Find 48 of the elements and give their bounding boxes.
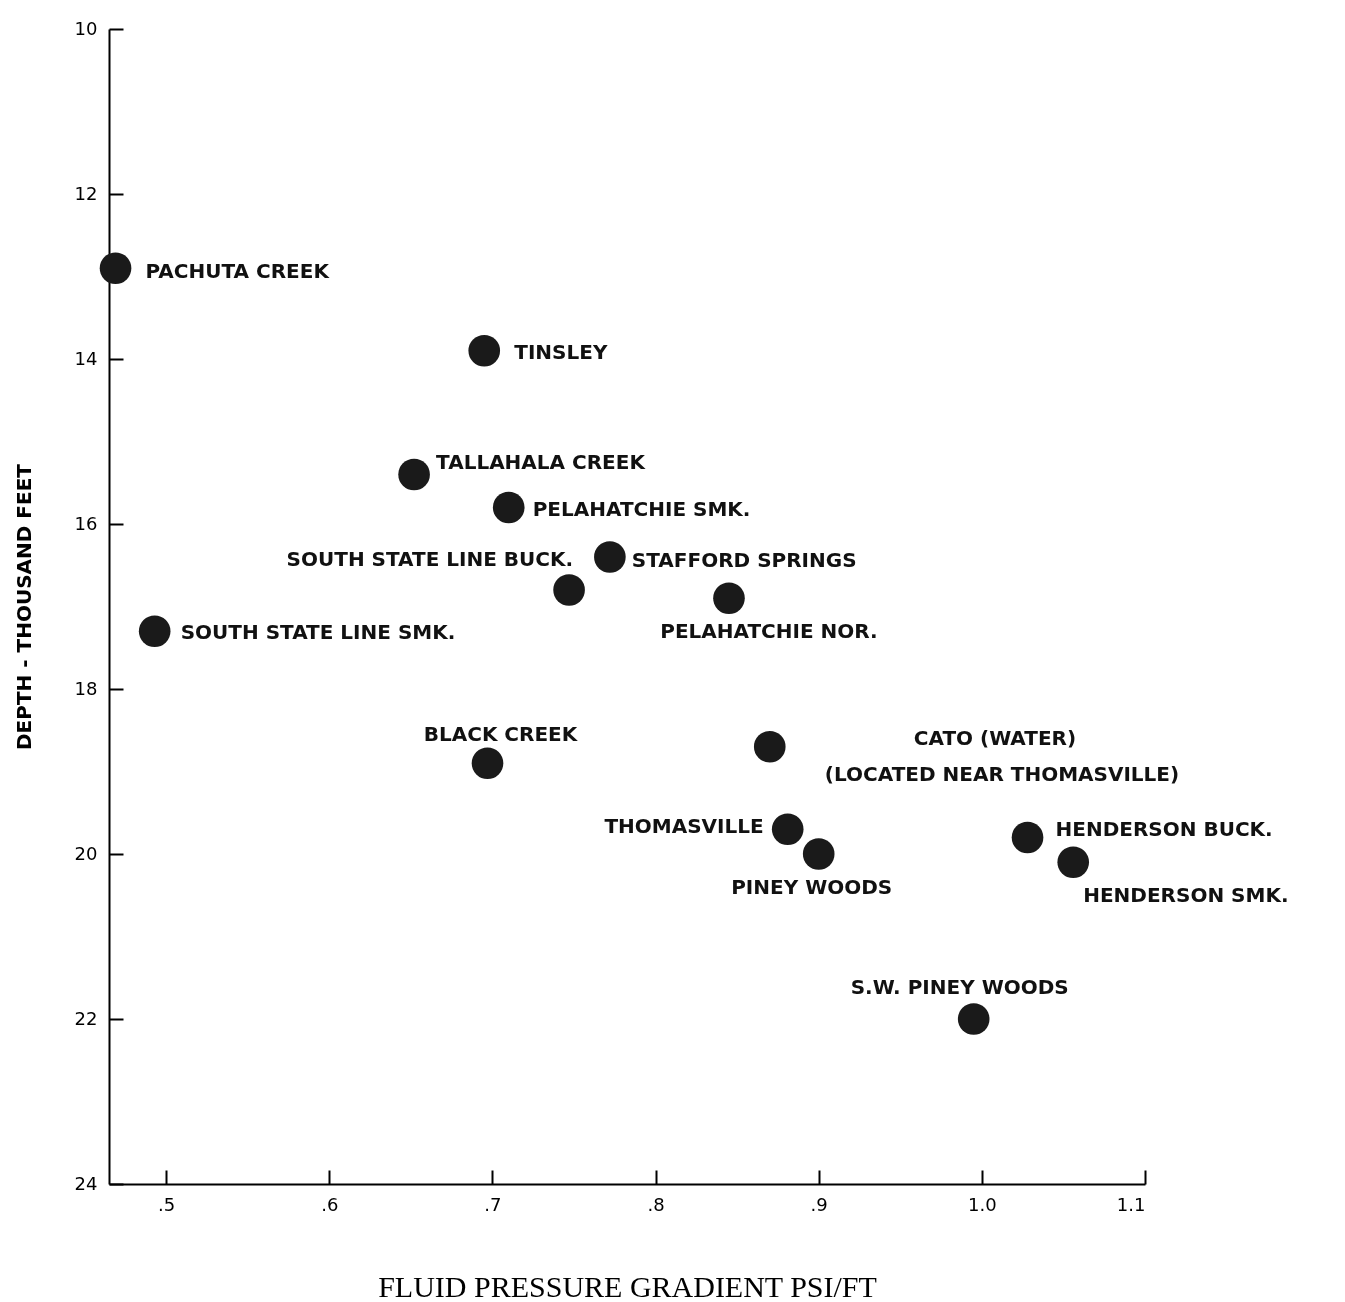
point — [1011, 821, 1044, 854]
y-tick-label: 16 — [74, 512, 98, 534]
y-tick-label: 22 — [74, 1007, 98, 1029]
annotation: PELAHATCHIE NOR. — [660, 619, 878, 644]
annotation: PELAHATCHIE SMK. — [532, 496, 751, 521]
x-axis-title: FLUID PRESSURE GRADIENT PSI/FT — [378, 1269, 877, 1302]
point — [771, 813, 804, 846]
point — [594, 541, 626, 573]
annotation: (LOCATED NEAR THOMASVILLE) — [824, 762, 1180, 786]
x-tick-label: .7 — [484, 1193, 502, 1215]
y-tick-label: 20 — [74, 842, 98, 864]
point — [553, 574, 585, 606]
annotation: STAFFORD SPRINGS — [631, 548, 857, 572]
annotation: SOUTH STATE LINE BUCK. — [286, 547, 574, 571]
point — [492, 491, 525, 524]
point — [138, 615, 171, 648]
point — [471, 747, 504, 780]
annotation: TINSLEY — [514, 339, 608, 364]
y-tick-label: 14 — [74, 347, 98, 369]
annotation: BLACK CREEK — [423, 722, 579, 747]
annotation: PINEY WOODS — [731, 875, 893, 899]
annotation: S.W. PINEY WOODS — [850, 975, 1069, 999]
point — [468, 334, 501, 367]
annotation: HENDERSON BUCK. — [1055, 816, 1273, 841]
point — [99, 252, 132, 285]
point — [713, 582, 745, 615]
annotation: TALLAHALA CREEK — [436, 449, 647, 474]
point — [802, 838, 835, 870]
y-tick-label: 10 — [74, 17, 98, 39]
y-tick-label: 18 — [74, 677, 98, 699]
x-tick-label: .9 — [810, 1193, 828, 1215]
annotation: SOUTH STATE LINE SMK. — [180, 620, 456, 645]
y-tick-label: 24 — [74, 1172, 98, 1194]
x-tick-label: .8 — [647, 1193, 665, 1215]
x-tick-label: 1.0 — [968, 1193, 997, 1215]
annotation: PACHUTA CREEK — [145, 259, 331, 284]
x-tick-label: .5 — [158, 1193, 176, 1215]
point — [398, 458, 430, 491]
point — [1057, 846, 1090, 879]
point — [957, 1003, 990, 1035]
x-tick-label: 1.1 — [1116, 1193, 1146, 1215]
y-tick-label: 12 — [74, 182, 98, 204]
y-axis-title: DEPTH - THOUSAND FEET — [11, 463, 36, 750]
annotation: CATO (WATER) — [913, 726, 1077, 750]
x-tick-label: .6 — [321, 1193, 339, 1215]
point — [753, 730, 786, 763]
annotation: HENDERSON SMK. — [1083, 883, 1289, 908]
annotation: THOMASVILLE — [604, 814, 764, 839]
